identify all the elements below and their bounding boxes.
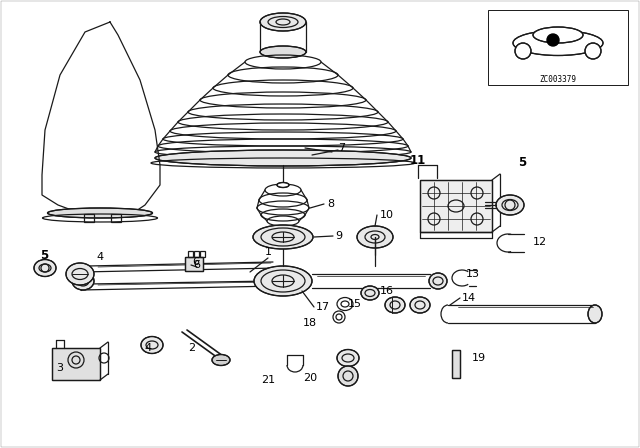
Text: 1: 1 (264, 247, 271, 257)
Ellipse shape (141, 336, 163, 353)
Ellipse shape (212, 354, 230, 366)
Text: 10: 10 (380, 210, 394, 220)
Text: 2: 2 (188, 343, 196, 353)
Circle shape (547, 34, 559, 46)
Ellipse shape (277, 182, 289, 188)
Bar (52, 348, 100, 380)
Text: 8: 8 (327, 199, 334, 209)
Ellipse shape (34, 259, 56, 276)
Text: 19: 19 (472, 353, 486, 363)
Circle shape (515, 43, 531, 59)
Text: 5: 5 (518, 155, 526, 168)
Ellipse shape (337, 349, 359, 366)
Text: 7: 7 (338, 143, 345, 153)
Bar (194, 251, 199, 257)
Bar (84, 214, 94, 222)
Ellipse shape (385, 297, 405, 313)
Bar (185, 257, 203, 271)
Text: 15: 15 (348, 299, 362, 309)
Text: 6: 6 (193, 260, 200, 270)
Bar (420, 180, 492, 232)
Text: 13: 13 (466, 269, 480, 279)
Text: 11: 11 (410, 154, 426, 167)
Circle shape (585, 43, 601, 59)
Ellipse shape (361, 286, 379, 300)
Text: 4: 4 (145, 343, 152, 353)
Ellipse shape (260, 13, 306, 31)
Ellipse shape (513, 30, 603, 56)
Text: 21: 21 (261, 375, 275, 385)
Ellipse shape (533, 27, 583, 43)
Bar (452, 350, 460, 378)
Text: ZC003379: ZC003379 (540, 74, 577, 83)
Bar (111, 214, 121, 222)
Ellipse shape (72, 272, 94, 290)
Text: 6: 6 (192, 257, 199, 267)
Text: 20: 20 (303, 373, 317, 383)
Bar (185, 257, 203, 271)
Text: 9: 9 (335, 231, 342, 241)
Ellipse shape (47, 208, 152, 218)
Ellipse shape (588, 305, 602, 323)
Bar (52, 348, 100, 380)
Text: 14: 14 (462, 293, 476, 303)
Ellipse shape (253, 225, 313, 249)
Ellipse shape (429, 273, 447, 289)
Text: 17: 17 (316, 302, 330, 312)
Bar (188, 251, 193, 257)
Bar (452, 350, 460, 378)
Ellipse shape (496, 195, 524, 215)
Ellipse shape (254, 266, 312, 296)
Bar (420, 180, 492, 232)
Circle shape (338, 366, 358, 386)
Ellipse shape (410, 297, 430, 313)
Text: 4: 4 (97, 252, 104, 262)
Text: 5: 5 (40, 249, 48, 262)
Bar (488, 10, 628, 85)
Text: 12: 12 (533, 237, 547, 247)
Ellipse shape (155, 150, 411, 166)
Text: 18: 18 (303, 318, 317, 328)
Ellipse shape (357, 226, 393, 248)
Text: 16: 16 (380, 286, 394, 296)
Bar (200, 251, 205, 257)
Ellipse shape (66, 263, 94, 285)
Text: 3: 3 (56, 363, 63, 373)
Ellipse shape (260, 46, 306, 58)
